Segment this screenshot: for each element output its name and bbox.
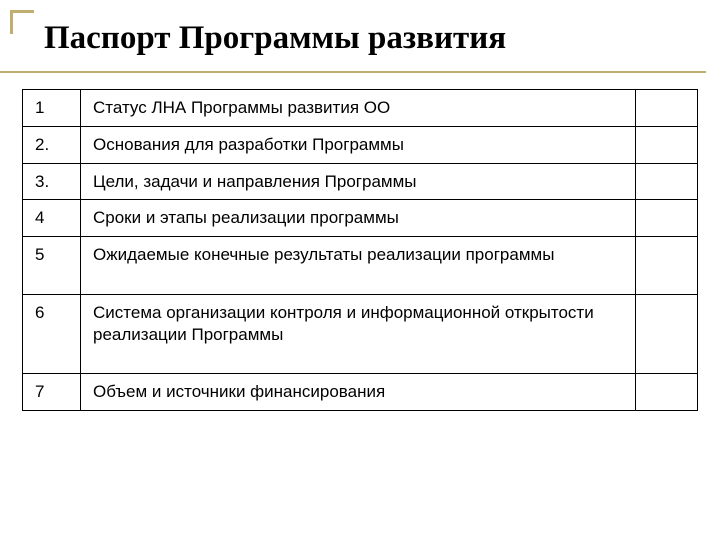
corner-accent — [10, 10, 34, 34]
row-blank — [636, 294, 698, 374]
row-blank — [636, 237, 698, 295]
row-blank — [636, 200, 698, 237]
row-number: 4 — [23, 200, 81, 237]
row-number: 1 — [23, 90, 81, 127]
row-number: 5 — [23, 237, 81, 295]
table-container: 1 Статус ЛНА Программы развития ОО 2. Ос… — [0, 73, 720, 411]
row-blank — [636, 163, 698, 200]
table-row: 2. Основания для разработки Программы — [23, 126, 698, 163]
table-row: 1 Статус ЛНА Программы развития ОО — [23, 90, 698, 127]
table-row: 6 Система организации контроля и информа… — [23, 294, 698, 374]
row-blank — [636, 126, 698, 163]
row-number: 7 — [23, 374, 81, 411]
row-number: 6 — [23, 294, 81, 374]
row-text: Система организации контроля и информаци… — [81, 294, 636, 374]
row-blank — [636, 90, 698, 127]
table-row: 3. Цели, задачи и направления Программы — [23, 163, 698, 200]
row-text: Статус ЛНА Программы развития ОО — [81, 90, 636, 127]
row-text: Цели, задачи и направления Программы — [81, 163, 636, 200]
row-number: 2. — [23, 126, 81, 163]
table-row: 5 Ожидаемые конечные результаты реализац… — [23, 237, 698, 295]
row-text: Основания для разработки Программы — [81, 126, 636, 163]
row-text: Сроки и этапы реализации программы — [81, 200, 636, 237]
slide-title: Паспорт Программы развития — [0, 0, 706, 73]
row-text: Ожидаемые конечные результаты реализации… — [81, 237, 636, 295]
row-blank — [636, 374, 698, 411]
row-text: Объем и источники финансирования — [81, 374, 636, 411]
table-row: 4 Сроки и этапы реализации программы — [23, 200, 698, 237]
row-number: 3. — [23, 163, 81, 200]
passport-table: 1 Статус ЛНА Программы развития ОО 2. Ос… — [22, 89, 698, 411]
table-row: 7 Объем и источники финансирования — [23, 374, 698, 411]
